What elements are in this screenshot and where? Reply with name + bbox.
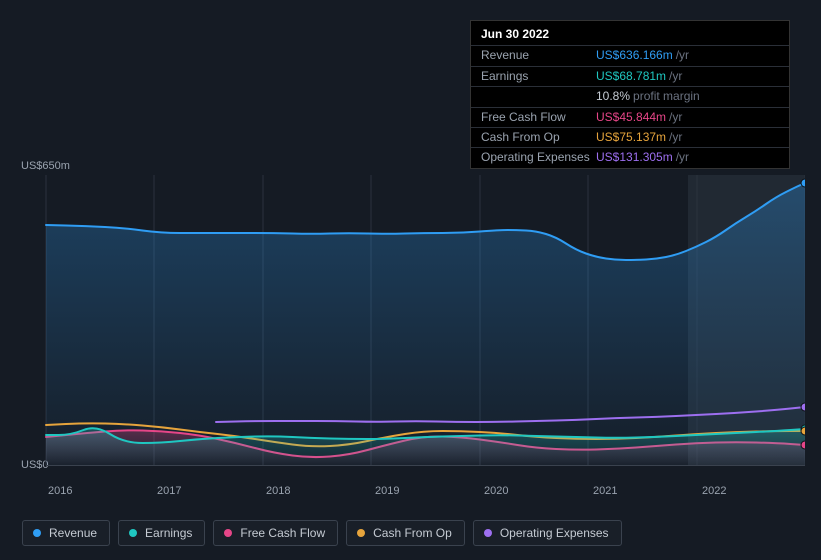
x-axis-year: 2021 (593, 485, 702, 497)
tooltip-row-per: /yr (669, 130, 682, 144)
tooltip-row-label: Operating Expenses (481, 150, 596, 164)
legend-item-fcf[interactable]: Free Cash Flow (213, 520, 338, 546)
legend-item-opex[interactable]: Operating Expenses (473, 520, 622, 546)
tooltip-row-per: /yr (669, 110, 682, 124)
x-axis-year: 2017 (157, 485, 266, 497)
tooltip-row-note: profit margin (633, 89, 700, 103)
tooltip-row-per: /yr (676, 150, 689, 164)
tooltip-row-label: Cash From Op (481, 130, 596, 144)
tooltip-row-value: 10.8% (596, 89, 630, 103)
legend-dot-icon (129, 529, 137, 537)
legend-item-cfo[interactable]: Cash From Op (346, 520, 465, 546)
x-axis-labels: 2016201720182019202020212022 (48, 485, 811, 497)
legend-dot-icon (33, 529, 41, 537)
x-axis-year: 2016 (48, 485, 157, 497)
tooltip-row: Free Cash FlowUS$45.844m/yr (471, 107, 789, 127)
tooltip-row-value: US$131.305m (596, 150, 673, 164)
tooltip-row-label: Revenue (481, 48, 596, 62)
chart-tooltip: Jun 30 2022 RevenueUS$636.166m/yrEarning… (470, 20, 790, 169)
tooltip-row: RevenueUS$636.166m/yr (471, 45, 789, 65)
legend-item-revenue[interactable]: Revenue (22, 520, 110, 546)
legend-label: Earnings (145, 526, 192, 540)
legend-label: Revenue (49, 526, 97, 540)
legend-dot-icon (484, 529, 492, 537)
x-axis-year: 2018 (266, 485, 375, 497)
legend-label: Free Cash Flow (240, 526, 325, 540)
tooltip-row-value: US$68.781m (596, 69, 666, 83)
financials-line-chart[interactable] (16, 175, 805, 475)
legend-item-earnings[interactable]: Earnings (118, 520, 205, 546)
legend-label: Operating Expenses (500, 526, 609, 540)
tooltip-row: Operating ExpensesUS$131.305m/yr (471, 147, 789, 167)
tooltip-row: 10.8%profit margin (471, 86, 789, 106)
legend-dot-icon (224, 529, 232, 537)
tooltip-row: EarningsUS$68.781m/yr (471, 66, 789, 86)
tooltip-row-value: US$636.166m (596, 48, 673, 62)
x-axis-year: 2019 (375, 485, 484, 497)
tooltip-row-label: Free Cash Flow (481, 110, 596, 124)
tooltip-row-label: Earnings (481, 69, 596, 83)
x-axis-year: 2022 (702, 485, 811, 497)
x-axis-year: 2020 (484, 485, 593, 497)
chart-legend: Revenue Earnings Free Cash Flow Cash From O… (22, 520, 622, 546)
tooltip-row-per: /yr (676, 48, 689, 62)
legend-label: Cash From Op (373, 526, 452, 540)
legend-dot-icon (357, 529, 365, 537)
tooltip-row-value: US$75.137m (596, 130, 666, 144)
tooltip-row-per: /yr (669, 69, 682, 83)
tooltip-date: Jun 30 2022 (471, 21, 789, 45)
y-axis-max-label: US$650m (21, 160, 70, 172)
tooltip-row-value: US$45.844m (596, 110, 666, 124)
tooltip-row: Cash From OpUS$75.137m/yr (471, 127, 789, 147)
tooltip-row-label (481, 89, 596, 103)
